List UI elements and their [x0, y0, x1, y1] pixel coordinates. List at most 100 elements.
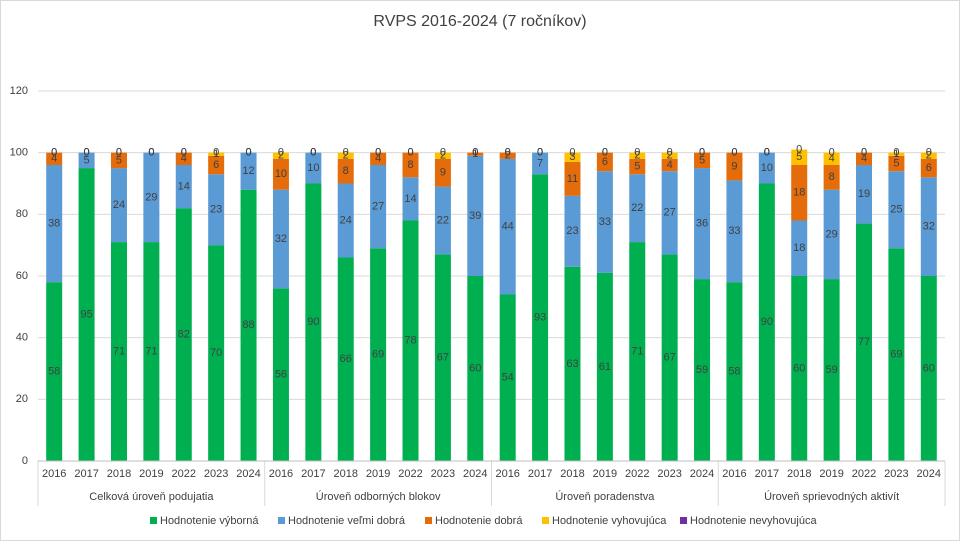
bar-segment: [434, 186, 451, 255]
bar-segment: [499, 152, 516, 159]
bar-segment: [694, 168, 711, 280]
bar-segment: [370, 152, 387, 165]
bar-segment: [208, 152, 225, 156]
data-label: 70: [210, 347, 222, 359]
data-label: 0: [84, 147, 90, 159]
data-label: 0: [537, 147, 543, 159]
bar-segment: [240, 189, 257, 461]
data-label: 0: [148, 147, 154, 159]
data-label: 1: [472, 148, 478, 160]
y-tick-label: 20: [16, 393, 28, 405]
x-tick-label: 2022: [398, 468, 422, 480]
data-label: 59: [696, 364, 708, 376]
data-label: 0: [472, 147, 478, 159]
bar-segment: [467, 276, 484, 461]
bar-segment: [726, 282, 743, 461]
x-tick-label: 2024: [236, 468, 260, 480]
data-label: 95: [80, 308, 92, 320]
bar-segment: [791, 276, 808, 461]
legend-swatch: [680, 517, 687, 524]
data-label: 0: [505, 147, 511, 159]
bar-segment: [661, 254, 678, 461]
data-label: 88: [242, 319, 254, 331]
bar-segment: [434, 152, 451, 159]
x-tick-label: 2023: [657, 468, 681, 480]
x-tick-label: 2024: [917, 468, 941, 480]
data-label: 0: [537, 147, 543, 159]
bar-segment: [305, 183, 322, 461]
x-tick-label: 2018: [333, 468, 357, 480]
bar-segment: [596, 171, 613, 273]
bar-segment: [823, 152, 840, 165]
bar-segment: [337, 152, 354, 159]
bar-segment: [337, 257, 354, 461]
data-label: 39: [469, 210, 481, 222]
data-label: 0: [829, 147, 835, 159]
data-label: 0: [181, 147, 187, 159]
data-label: 93: [534, 312, 546, 324]
bar-segment: [208, 174, 225, 246]
data-label: 24: [340, 214, 352, 226]
data-label: 25: [890, 204, 902, 216]
bar-segment: [758, 183, 775, 461]
data-label: 82: [178, 328, 190, 340]
bar-segment: [78, 152, 95, 169]
data-label: 71: [631, 345, 643, 357]
data-label: 0: [699, 147, 705, 159]
x-tick-label: 2019: [593, 468, 617, 480]
data-label: 0: [84, 147, 90, 159]
bar-segment: [208, 155, 225, 175]
data-label: 2: [634, 150, 640, 162]
data-label: 0: [667, 147, 673, 159]
bar-segment: [467, 152, 484, 156]
data-label: 63: [566, 358, 578, 370]
data-label: 1: [213, 148, 219, 160]
data-label: 4: [181, 153, 187, 165]
x-tick-label: 2017: [301, 468, 325, 480]
data-label: 23: [566, 225, 578, 237]
data-label: 0: [245, 147, 251, 159]
data-label: 2: [440, 150, 446, 162]
bar-segment: [143, 152, 160, 243]
bar-segment: [305, 152, 322, 184]
data-label: 2: [343, 150, 349, 162]
data-label: 58: [48, 365, 60, 377]
bar-segment: [856, 165, 873, 224]
bar-segment: [370, 248, 387, 461]
data-label: 6: [213, 159, 219, 171]
x-tick-label: 2018: [560, 468, 584, 480]
data-label: 2: [926, 150, 932, 162]
data-label: 56: [275, 369, 287, 381]
data-label: 29: [826, 228, 838, 240]
group-label: Úroveň sprievodných aktivít: [764, 490, 899, 503]
group-label: Úroveň odborných blokov: [316, 490, 441, 503]
bar-segment: [110, 152, 127, 169]
data-label: 90: [307, 316, 319, 328]
bar-segment: [208, 245, 225, 461]
bar-segment: [532, 174, 549, 461]
data-label: 8: [829, 171, 835, 183]
data-label: 27: [664, 207, 676, 219]
data-label: 38: [48, 217, 60, 229]
data-label: 32: [923, 221, 935, 233]
bar-segment: [888, 171, 905, 249]
data-label: 23: [210, 204, 222, 216]
data-label: 0: [245, 147, 251, 159]
data-label: 90: [761, 316, 773, 328]
data-label: 5: [893, 157, 899, 169]
bar-segment: [726, 180, 743, 283]
data-label: 10: [307, 162, 319, 174]
x-tick-label: 2016: [269, 468, 293, 480]
data-label: 66: [340, 353, 352, 365]
chart-title: RVPS 2016-2024 (7 ročníkov): [373, 13, 586, 30]
data-label: 0: [148, 147, 154, 159]
data-label: 59: [826, 364, 838, 376]
data-label: 2: [667, 150, 673, 162]
data-label: 0: [375, 147, 381, 159]
bar-segment: [920, 276, 937, 461]
data-label: 0: [440, 147, 446, 159]
data-label: 0: [148, 147, 154, 159]
bar-segment: [888, 248, 905, 461]
data-label: 9: [731, 160, 737, 172]
bar-segment: [110, 242, 127, 461]
